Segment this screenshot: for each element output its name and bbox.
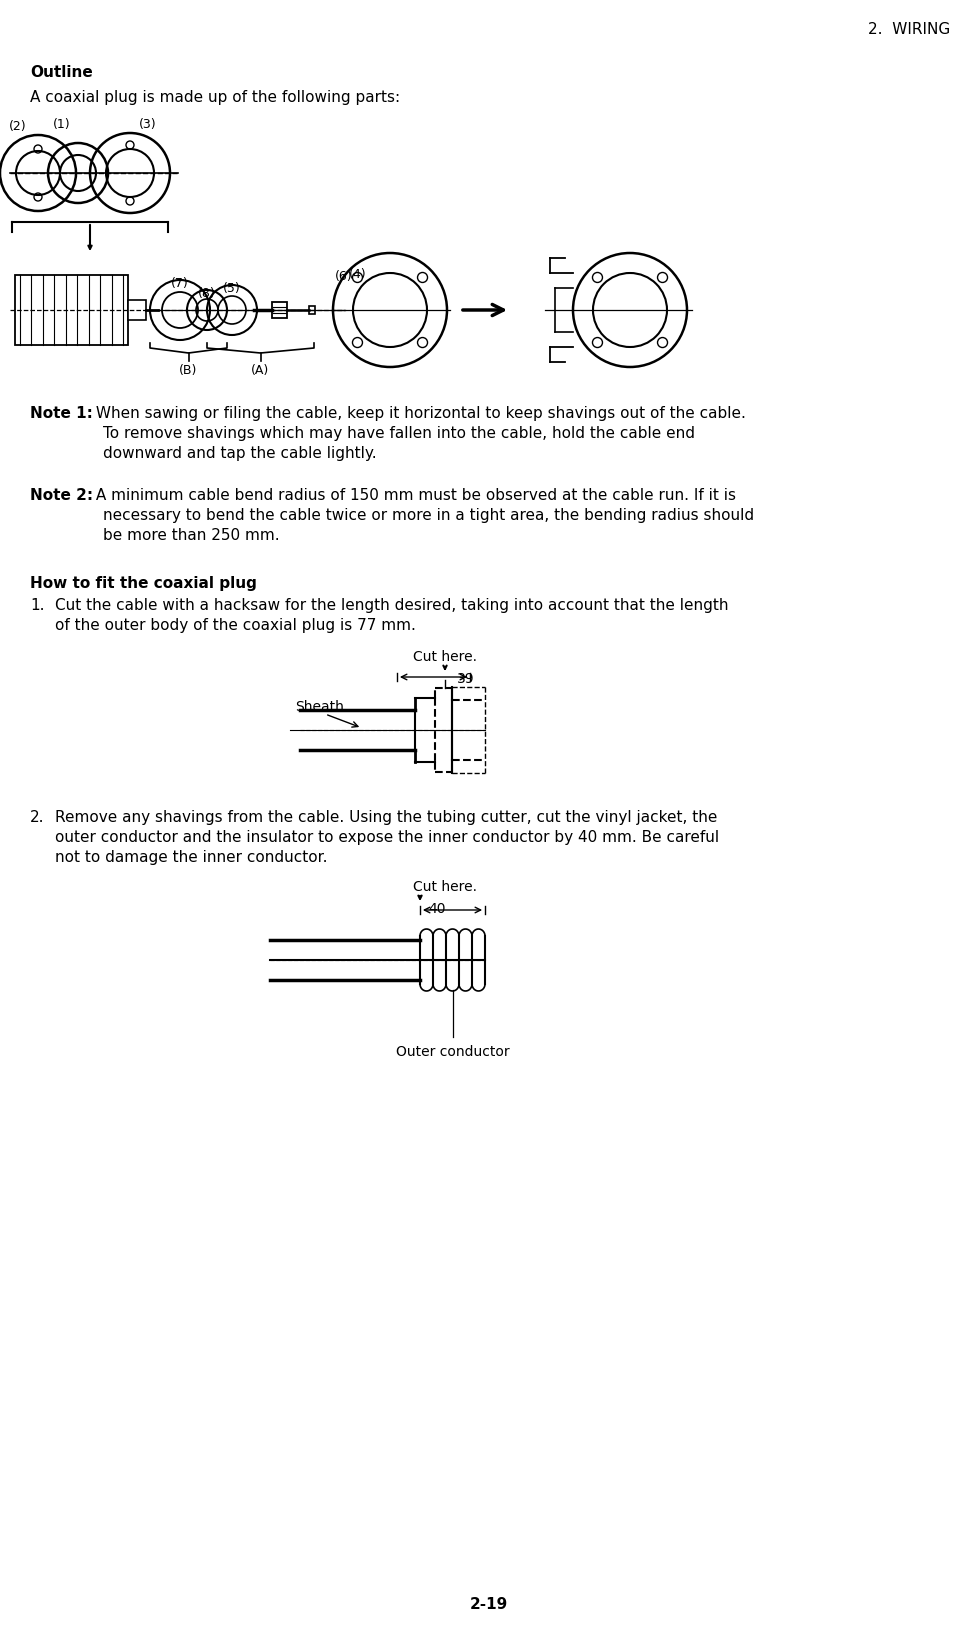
Text: 39: 39 [456, 672, 474, 685]
Text: Remove any shavings from the cable. Using the tubing cutter, cut the vinyl jacke: Remove any shavings from the cable. Usin… [55, 809, 717, 826]
Text: 2.: 2. [30, 809, 45, 826]
Text: Outline: Outline [30, 65, 93, 80]
Text: outer conductor and the insulator to expose the inner conductor by 40 mm. Be car: outer conductor and the insulator to exp… [55, 831, 718, 845]
Text: necessary to bend the cable twice or more in a tight area, the bending radius sh: necessary to bend the cable twice or mor… [103, 508, 753, 522]
Bar [272, 302, 286, 318]
Text: Cut the cable with a hacksaw for the length desired, taking into account that th: Cut the cable with a hacksaw for the len… [55, 597, 728, 614]
Text: (3): (3) [139, 118, 156, 131]
Text: be more than 250 mm.: be more than 250 mm. [103, 529, 279, 543]
Text: 2.  WIRING: 2. WIRING [867, 21, 949, 38]
Text: Cut here.: Cut here. [412, 880, 477, 894]
Text: When sawing or filing the cable, keep it horizontal to keep shavings out of the : When sawing or filing the cable, keep it… [91, 406, 745, 421]
Text: To remove shavings which may have fallen into the cable, hold the cable end: To remove shavings which may have fallen… [103, 426, 695, 441]
Text: downward and tap the cable lightly.: downward and tap the cable lightly. [103, 446, 376, 460]
Text: Outer conductor: Outer conductor [396, 1044, 509, 1059]
Text: 40: 40 [428, 902, 446, 916]
Text: Note 2:: Note 2: [30, 488, 93, 503]
Text: Cut here.: Cut here. [412, 650, 477, 664]
Bar [15, 276, 128, 344]
Bar [128, 300, 146, 320]
Text: (6): (6) [335, 269, 353, 282]
Text: (4): (4) [349, 268, 366, 281]
Text: 2-19: 2-19 [469, 1598, 508, 1612]
Text: (2): (2) [9, 121, 26, 132]
Text: How to fit the coaxial plug: How to fit the coaxial plug [30, 576, 257, 591]
Text: not to damage the inner conductor.: not to damage the inner conductor. [55, 850, 327, 865]
Text: (1): (1) [53, 118, 70, 131]
Text: (8): (8) [198, 287, 216, 300]
Text: (5): (5) [223, 282, 240, 295]
Text: 1.: 1. [30, 597, 45, 614]
Text: (B): (B) [179, 364, 197, 377]
Bar [309, 307, 315, 313]
Text: Note 1:: Note 1: [30, 406, 93, 421]
Text: (A): (A) [251, 364, 270, 377]
Text: of the outer body of the coaxial plug is 77 mm.: of the outer body of the coaxial plug is… [55, 619, 415, 633]
Text: A minimum cable bend radius of 150 mm must be observed at the cable run. If it i: A minimum cable bend radius of 150 mm mu… [91, 488, 736, 503]
Text: Sheath: Sheath [295, 700, 344, 713]
Text: (7): (7) [171, 277, 189, 290]
Text: A coaxial plug is made up of the following parts:: A coaxial plug is made up of the followi… [30, 90, 400, 104]
